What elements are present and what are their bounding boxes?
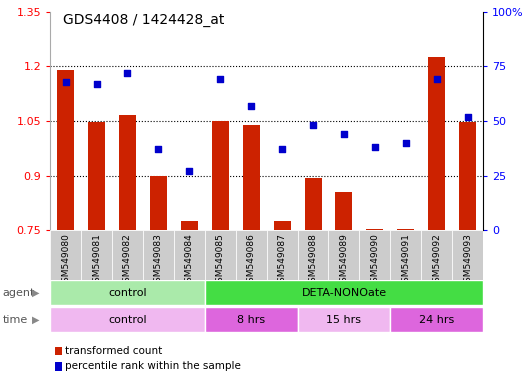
Point [309,122,317,128]
Text: GSM549080: GSM549080 [61,233,70,288]
Bar [360,230,390,280]
Bar [212,121,229,230]
Point [432,76,441,83]
Point [216,76,224,83]
Point [464,114,472,120]
Bar [112,230,143,280]
Bar [459,122,476,230]
Point [278,146,286,152]
Point [154,146,163,152]
Point [247,103,256,109]
Text: GSM549089: GSM549089 [340,233,348,288]
Bar [428,57,445,230]
Point [61,78,70,84]
Text: DETA-NONOate: DETA-NONOate [301,288,386,298]
Text: GDS4408 / 1424428_at: GDS4408 / 1424428_at [63,13,225,27]
Bar [181,221,198,230]
Bar [298,307,390,332]
Bar [174,230,205,280]
Text: ▶: ▶ [32,288,40,298]
Text: control: control [108,314,147,325]
Text: GSM549090: GSM549090 [370,233,380,288]
Text: control: control [108,288,147,298]
Bar [143,230,174,280]
Bar [50,307,205,332]
Text: time: time [3,314,28,325]
Bar [88,122,105,230]
Text: GSM549087: GSM549087 [278,233,287,288]
Bar [119,116,136,230]
Bar [81,230,112,280]
Point [123,70,131,76]
Bar [390,230,421,280]
Bar [305,177,322,230]
Text: GSM549091: GSM549091 [401,233,410,288]
Bar [205,307,298,332]
Text: GSM549084: GSM549084 [185,233,194,288]
Text: percentile rank within the sample: percentile rank within the sample [65,361,241,371]
Text: GSM549085: GSM549085 [216,233,225,288]
Text: GSM549081: GSM549081 [92,233,101,288]
Text: GSM549083: GSM549083 [154,233,163,288]
Bar [205,280,483,305]
Text: transformed count: transformed count [65,346,162,356]
Bar [267,230,298,280]
Text: GSM549088: GSM549088 [308,233,317,288]
Text: GSM549086: GSM549086 [247,233,256,288]
Bar [298,230,328,280]
Point [92,81,101,87]
Bar [452,230,483,280]
Text: ▶: ▶ [32,314,40,325]
Bar [243,125,260,230]
Text: agent: agent [3,288,35,298]
Bar [328,230,360,280]
Bar [274,221,290,230]
Bar [235,230,267,280]
Text: GSM549093: GSM549093 [463,233,472,288]
Bar [390,307,483,332]
Bar [205,230,235,280]
Text: 24 hrs: 24 hrs [419,314,455,325]
Bar [421,230,452,280]
Bar [50,280,205,305]
Text: 15 hrs: 15 hrs [326,314,362,325]
Bar [397,228,414,230]
Point [371,144,379,150]
Text: GSM549082: GSM549082 [123,233,132,288]
Bar [50,230,81,280]
Point [185,168,194,174]
Point [340,131,348,137]
Text: 8 hrs: 8 hrs [237,314,265,325]
Bar [57,70,74,230]
Bar [366,228,383,230]
Bar [335,192,353,230]
Bar [150,176,167,230]
Point [402,140,410,146]
Text: GSM549092: GSM549092 [432,233,441,288]
